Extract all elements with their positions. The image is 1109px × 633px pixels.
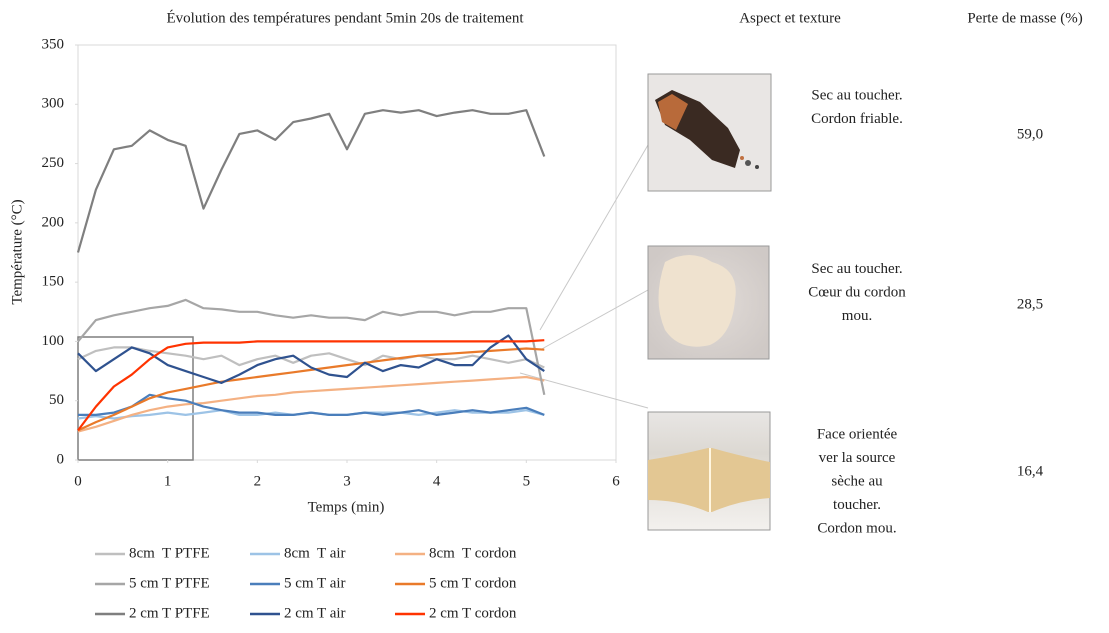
x-tick-label: 6 [612,473,620,489]
y-tick-label: 350 [42,36,65,52]
description-line: Sec au toucher. [811,88,902,104]
mass-loss: 59,0 [1017,126,1043,142]
legend-label: 2 cm T air [284,605,346,621]
photo [647,411,771,531]
legend: 8cm T PTFE 8cm T air 8cm T cordon 5 cm T PT… [95,545,517,621]
series-line [77,347,545,432]
series-line [77,375,545,433]
series-line [77,298,546,396]
header: Aspect et texture [739,10,841,26]
photo [647,73,772,192]
y-tick-label: 100 [42,333,65,349]
description-line: sèche au [831,473,883,489]
legend-label: 5 cm T air [284,575,346,591]
mass-loss: 28,5 [1017,296,1043,312]
photo [647,245,770,360]
x-tick-label: 2 [254,473,262,489]
legend-label: 2 cm T cordon [429,605,517,621]
y-tick-label: 150 [42,274,65,290]
zoom-box [77,336,194,461]
legend-label: 5 cm T cordon [429,575,517,591]
series-lines [76,109,546,433]
description-line: Face orientée [817,426,898,442]
y-tick-label: 300 [42,96,65,112]
x-tick-label: 3 [343,473,351,489]
mass-loss: 16,4 [1017,463,1044,479]
description-line: ver la source [819,450,896,466]
description-line: Cordon friable. [811,111,903,127]
chart-title: Évolution des températures pendant 5min … [167,9,525,26]
legend-label: 5 cm T PTFE [129,575,210,591]
y-axis-label: Température (°C) [9,199,25,304]
y-tick-label: 0 [57,451,65,467]
description-line: Cœur du cordon [808,284,906,300]
description-line: Cordon mou. [817,520,896,536]
legend-label: 8cm T air [284,545,346,561]
legend-label: 8cm T cordon [429,545,517,561]
plot-frame [77,44,617,461]
description-line: toucher. [833,497,881,513]
y-tick-label: 200 [42,214,65,230]
x-axis-label: Temps (min) [308,499,385,515]
description-line: mou. [842,308,872,324]
y-tick-label: 250 [42,155,65,171]
series-line [77,346,545,369]
y-tick-label: 50 [49,392,64,408]
panel: Sec au toucher. Cordon friable. 59,0 Sec au… [808,88,1043,537]
series-line [77,334,545,384]
x-tick-label: 0 [74,473,82,489]
series-line [77,339,545,432]
series-line [76,109,546,253]
x-tick-label: 4 [433,473,441,489]
x-tick-label: 1 [164,473,172,489]
legend-label: 8cm T PTFE [129,545,210,561]
legend-label: 2 cm T PTFE [129,605,210,621]
x-tick-label: 5 [523,473,531,489]
description-line: Sec au toucher. [811,261,902,277]
header: Perte de masse (%) [967,10,1082,26]
